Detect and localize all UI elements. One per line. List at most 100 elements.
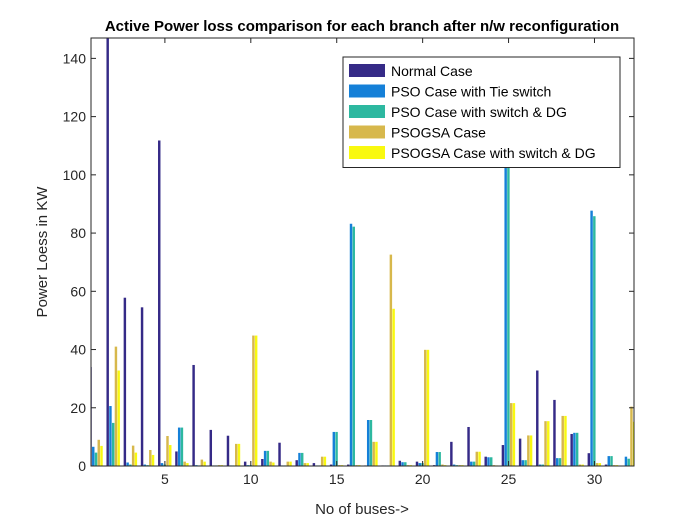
x-tick-label: 10: [243, 471, 259, 487]
bar-pso-case-with-tie-switch-bus-4: [143, 464, 147, 466]
legend-swatch: [349, 64, 385, 77]
bar-psogsa-case-bus-7: [200, 459, 204, 466]
bar-psogsa-case-with-switch-dg-bus-29: [581, 464, 584, 466]
legend-label: Normal Case: [391, 63, 473, 79]
bar-pso-case-with-switch-dg-bus-23: [472, 461, 476, 466]
bar-pso-case-with-switch-dg-bus-28: [558, 458, 562, 466]
bar-psogsa-case-with-switch-dg-bus-3: [134, 452, 138, 466]
y-tick-label: 100: [63, 167, 87, 183]
legend-label: PSOGSA Case with switch & DG: [391, 145, 596, 161]
bar-pso-case-with-tie-switch-bus-28: [555, 458, 559, 466]
x-tick-label: 20: [415, 471, 431, 487]
bar-psogsa-case-bus-4: [149, 449, 152, 466]
bar-pso-case-with-tie-switch-bus-22: [452, 464, 456, 466]
legend-box: [342, 56, 621, 168]
bar-pso-case-with-tie-switch-bus-23: [470, 461, 473, 466]
bar-pso-case-with-switch-dg-bus-16: [352, 226, 355, 466]
bar-normal-case-bus-28: [553, 399, 556, 466]
bar-psogsa-case-with-switch-dg-bus-25: [512, 403, 516, 466]
bar-pso-case-with-tie-switch-bus-29: [573, 432, 576, 466]
y-tick-label: 140: [63, 50, 87, 66]
x-tick-label: 5: [161, 471, 169, 487]
bar-psogsa-case-bus-23: [475, 451, 479, 466]
bar-pso-case-with-tie-switch-bus-17: [366, 419, 370, 466]
bar-pso-case-with-switch-dg-bus-13: [300, 452, 304, 466]
bar-normal-case-bus-20: [415, 461, 419, 466]
bar-normal-case-bus-15: [329, 464, 333, 466]
bar-psogsa-case-bus-27: [544, 421, 547, 466]
bar-pso-case-with-tie-switch-bus-3: [126, 462, 129, 466]
legend-swatch: [349, 105, 385, 118]
bar-psogsa-case-with-switch-dg-bus-23: [478, 451, 481, 466]
bar-psogsa-case-with-switch-dg-bus-18: [392, 308, 395, 466]
bar-psogsa-case-bus-25: [509, 403, 513, 466]
bar-psogsa-case-bus-21: [441, 464, 444, 466]
bar-pso-case-with-tie-switch-bus-2: [109, 406, 112, 466]
bar-normal-case-bus-11: [261, 459, 264, 466]
bars-layer: [91, 38, 634, 466]
bar-psogsa-case-bus-1: [97, 439, 100, 466]
bar-psogsa-case-with-switch-dg-bus-26: [529, 435, 533, 466]
bar-pso-case-with-tie-switch-bus-11: [263, 450, 267, 466]
bar-pso-case-with-switch-dg-bus-24: [490, 457, 493, 466]
bar-pso-case-with-switch-dg-bus-21: [438, 452, 441, 466]
bar-psogsa-case-bus-14: [320, 456, 324, 466]
bar-normal-case-bus-8: [209, 429, 213, 466]
bar-pso-case-with-tie-switch-bus-5: [160, 463, 164, 466]
bar-normal-case-bus-2: [106, 38, 109, 466]
bar-psogsa-case-bus-10: [252, 335, 255, 466]
bar-psogsa-case-with-switch-dg-bus-27: [547, 421, 550, 466]
bar-psogsa-case-bus-28: [561, 415, 564, 466]
bar-pso-case-with-switch-dg-bus-3: [129, 464, 132, 466]
bar-psogsa-case-with-switch-dg-bus-6: [186, 463, 189, 466]
bar-pso-case-with-tie-switch-bus-19: [401, 462, 404, 466]
ticks-layer: 5 10 15 20 25 30 0 20 40 60 80 100 120 140: [63, 38, 634, 487]
bar-psogsa-case-with-switch-dg-bus-2: [117, 370, 120, 466]
bar-normal-case-bus-23: [467, 426, 470, 466]
bar-pso-case-with-tie-switch-bus-16: [349, 223, 353, 466]
bar-normal-case-bus-7: [192, 364, 195, 466]
x-tick-label: 15: [329, 471, 345, 487]
bar-normal-case-bus-13: [295, 460, 298, 466]
bar-psogsa-case-with-switch-dg-bus-9: [237, 443, 241, 466]
bar-normal-case-bus-22: [450, 441, 453, 466]
bar-psogsa-case-bus-12: [286, 461, 289, 466]
bar-psogsa-case-bus-30: [595, 463, 599, 466]
bar-pso-case-with-switch-dg-bus-31: [610, 456, 613, 466]
bar-pso-case-with-tie-switch-bus-26: [521, 460, 525, 466]
bar-psogsa-case-with-switch-dg-bus-11: [272, 462, 275, 466]
bar-normal-case-bus-10: [243, 461, 247, 466]
bar-normal-case-bus-12: [278, 442, 281, 466]
x-tick-label: 25: [501, 471, 517, 487]
y-tick-label: 120: [63, 109, 87, 125]
bar-psogsa-case-with-switch-dg-bus-17: [375, 441, 378, 466]
y-tick-label: 80: [70, 225, 86, 241]
bar-pso-case-with-tie-switch-bus-30: [590, 210, 593, 466]
legend-swatch: [349, 125, 385, 139]
bar-normal-case-bus-27: [536, 370, 539, 466]
bar-psogsa-case-bus-18: [389, 254, 393, 466]
bar-psogsa-case-with-switch-dg-bus-32: [632, 421, 634, 466]
bar-psogsa-case-bus-17: [372, 441, 375, 466]
bar-pso-case-with-switch-dg-bus-2: [111, 422, 115, 466]
bar-normal-case-bus-29: [570, 433, 573, 466]
bar-psogsa-case-bus-5: [166, 436, 169, 466]
bar-psogsa-case-with-switch-dg-bus-10: [254, 335, 258, 466]
bar-normal-case-bus-30: [587, 453, 591, 466]
bar-normal-case-bus-14: [312, 463, 316, 466]
bar-psogsa-case-with-switch-dg-bus-14: [323, 456, 327, 466]
bar-normal-case-bus-25: [501, 445, 505, 466]
bar-pso-case-with-switch-dg-bus-32: [627, 458, 630, 466]
y-tick-label: 40: [70, 342, 86, 358]
bar-normal-case-bus-19: [398, 460, 402, 466]
bar-normal-case-bus-31: [604, 464, 608, 466]
legend-swatch: [349, 84, 385, 98]
legend: Normal Case PSO Case with Tie switch PSO C…: [342, 56, 621, 168]
y-axis-label: Power Loess in KW: [34, 186, 51, 318]
bar-psogsa-case-bus-11: [269, 461, 272, 466]
legend-swatch: [349, 146, 385, 159]
y-tick-label: 0: [78, 458, 86, 474]
bar-pso-case-with-switch-dg-bus-25: [507, 163, 510, 466]
bar-pso-case-with-tie-switch-bus-31: [607, 456, 610, 466]
